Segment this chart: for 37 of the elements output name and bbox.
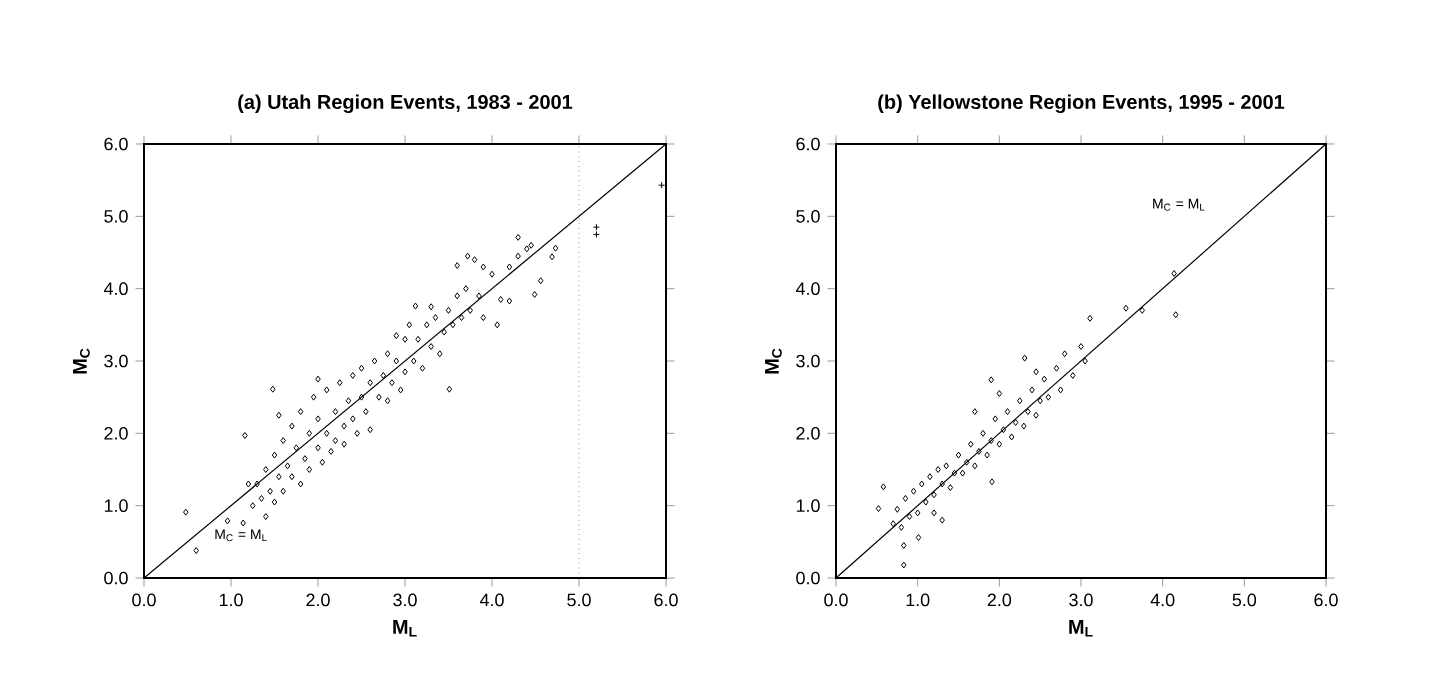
y-axis-title: M$_{C}$ xyxy=(73,348,90,374)
x-tick-label: 2.0 xyxy=(306,593,330,607)
x-tick-label: 3.0 xyxy=(1069,593,1093,607)
x-tick-label: 4.0 xyxy=(479,593,504,607)
point xyxy=(658,181,666,189)
y-tick-label: 0.0 xyxy=(796,571,820,585)
y-tick-label: 2.0 xyxy=(104,426,128,440)
x-tick-label: 4.0 xyxy=(1150,593,1175,607)
y-tick-label: 3.0 xyxy=(104,354,128,368)
x-tick-label: 1.0 xyxy=(219,593,243,607)
y-tick-label: 4.0 xyxy=(795,282,820,296)
y-tick-label: 6.0 xyxy=(796,137,820,151)
x-tick-label: 5.0 xyxy=(567,593,591,607)
x-tick-label: 6.0 xyxy=(1314,593,1338,607)
y-tick-label: 6.0 xyxy=(104,137,128,151)
x-tick-label: 0.0 xyxy=(132,593,156,607)
x-tick-label: 3.0 xyxy=(393,593,417,607)
y-tick-label: 4.0 xyxy=(103,282,128,296)
x-tick-label: 6.0 xyxy=(654,593,678,607)
x-axis-title: M$_{L}$ xyxy=(1069,619,1093,637)
x-tick-label: 1.0 xyxy=(906,593,930,607)
y-tick-label: 3.0 xyxy=(796,354,820,368)
x-tick-label: 2.0 xyxy=(987,593,1012,607)
x-tick-label: 0.0 xyxy=(824,593,848,607)
y-tick-label: 2.0 xyxy=(796,426,820,440)
x-tick-label: 5.0 xyxy=(1232,593,1257,607)
y-tick-label: 0.0 xyxy=(104,571,128,585)
y-tick-label: 1.0 xyxy=(796,499,820,513)
y-axis-title: M$_{C}$ xyxy=(765,348,782,374)
chart-title: (b) Yellowstone Region Events, 1995 - 2001 xyxy=(878,94,1285,114)
y-tick-label: 5.0 xyxy=(104,209,128,223)
y-tick-label: 5.0 xyxy=(796,209,820,223)
chart-title: (a) Utah Region Events, 1983 - 2001 xyxy=(238,94,573,114)
point xyxy=(592,230,600,238)
point xyxy=(592,223,600,231)
x-axis-title: M$_{L}$ xyxy=(393,619,417,637)
y-tick-label: 1.0 xyxy=(104,499,128,513)
